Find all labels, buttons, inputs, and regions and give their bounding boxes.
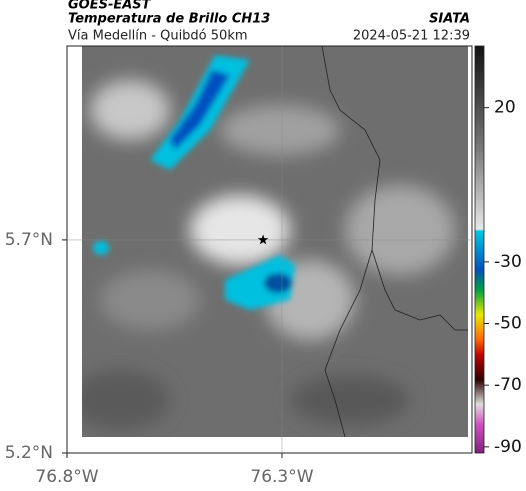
colorbar-tick-label: -70: [494, 375, 522, 395]
timestamp: 2024-05-21 12:39: [353, 29, 470, 44]
brand: SIATA: [429, 12, 470, 27]
colorbar-tick-label: 20: [494, 98, 516, 118]
colorbar-tick-label: -90: [494, 437, 522, 457]
y-tick-label: 5.2°N: [5, 443, 53, 463]
x-tick-label: 76.8°W: [35, 467, 98, 487]
map-frame: [66, 45, 473, 454]
title: Temperatura de Brillo CH13: [68, 12, 270, 27]
satellite-image: [82, 46, 468, 437]
y-tick-label: 5.7°N: [5, 230, 53, 250]
colorbar-tick-label: -30: [494, 252, 522, 272]
colorbar-tick-label: -50: [494, 314, 522, 334]
colorbar: [474, 45, 485, 454]
x-tick-label: 76.3°W: [250, 467, 313, 487]
source: GOES-EAST: [68, 0, 152, 13]
route: Vía Medellín - Quibdó 50km: [68, 29, 248, 44]
location-marker: [257, 234, 269, 245]
